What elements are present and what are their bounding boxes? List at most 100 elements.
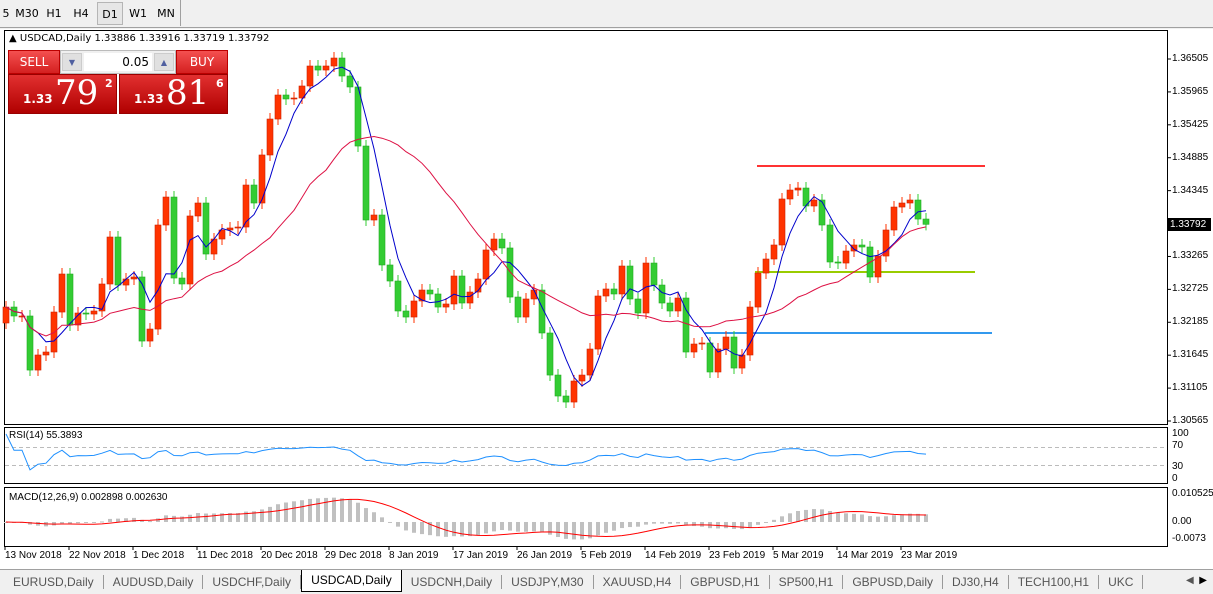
lot-size-stepper[interactable]: ▼ ▲ — [60, 50, 176, 74]
bull-candle — [882, 229, 890, 257]
macd-histogram-bar — [892, 515, 896, 522]
macd-histogram-bar — [732, 522, 736, 529]
chart-tab[interactable]: UKC — [1099, 575, 1144, 589]
bear-candle — [610, 288, 618, 295]
macd-histogram-bar — [452, 522, 456, 537]
macd-histogram-bar — [316, 498, 320, 522]
chart-tab[interactable]: EURUSD,Daily — [4, 575, 104, 589]
macd-histogram-bar — [620, 522, 624, 529]
chart-tab[interactable]: GBPUSD,H1 — [681, 575, 770, 589]
bull-candle — [18, 315, 26, 318]
macd-histogram-bar — [668, 522, 672, 524]
macd-histogram-bar — [220, 513, 224, 522]
bear-candle — [378, 214, 386, 266]
bull-candle — [122, 278, 130, 286]
bear-candle — [170, 196, 178, 279]
bull-candle — [602, 288, 610, 297]
chart-tab[interactable]: AUDUSD,Daily — [104, 575, 204, 589]
timeframe-mn[interactable]: MN — [157, 7, 175, 20]
macd-histogram-bar — [428, 522, 432, 536]
bull-candle — [90, 310, 98, 315]
bear-candle — [650, 262, 658, 286]
bull-candle — [522, 298, 530, 318]
macd-histogram-bar — [908, 513, 912, 522]
chart-title: ▲ USDCAD,Daily 1.33886 1.33916 1.33719 1… — [9, 33, 269, 45]
macd-histogram-bar — [796, 511, 800, 522]
ask-price-box[interactable]: 1.33 81 6 — [119, 73, 228, 114]
macd-histogram-bar — [500, 522, 504, 531]
date-tick-label: 8 Jan 2019 — [389, 550, 439, 561]
sell-button[interactable]: SELL — [8, 50, 60, 74]
macd-histogram-bar — [372, 512, 376, 522]
bear-candle — [202, 202, 210, 255]
timeframe-m30[interactable]: M30 — [15, 7, 39, 20]
bear-candle — [914, 199, 922, 220]
price-tick-label: 1.32185 — [1172, 316, 1209, 327]
bear-candle — [314, 65, 322, 71]
bull-candle — [698, 342, 706, 345]
bull-candle — [442, 303, 450, 308]
chart-tab[interactable]: USDCNH,Daily — [402, 575, 503, 589]
price-tick-label: 1.33265 — [1172, 250, 1209, 261]
bear-candle — [26, 315, 34, 371]
macd-histogram-bar — [204, 513, 208, 522]
macd-label: MACD(12,26,9) 0.002898 0.002630 — [9, 492, 168, 503]
buy-button[interactable]: BUY — [176, 50, 228, 74]
lot-size-input[interactable] — [84, 53, 152, 71]
bid-price-box[interactable]: 1.33 79 2 — [8, 73, 117, 114]
collapse-triangle-icon[interactable]: ▲ — [9, 33, 17, 44]
timeframe-d1[interactable]: D1 — [97, 2, 123, 25]
bull-candle — [98, 283, 106, 312]
bull-candle — [754, 272, 762, 308]
bull-candle — [42, 351, 50, 356]
date-tick-label: 23 Mar 2019 — [901, 550, 958, 561]
macd-histogram-bar — [356, 502, 360, 522]
chart-tab[interactable]: TECH100,H1 — [1009, 575, 1100, 589]
bull-candle — [642, 262, 650, 314]
timeframe-h1[interactable]: H1 — [46, 7, 62, 20]
macd-histogram-bar — [100, 521, 104, 523]
macd-histogram-bar — [484, 522, 488, 534]
decrease-arrow-icon[interactable]: ▼ — [62, 53, 82, 71]
macd-histogram-bar — [68, 522, 72, 524]
increase-arrow-icon[interactable]: ▲ — [154, 53, 174, 71]
bull-candle — [762, 258, 770, 274]
bid-pip: 2 — [105, 77, 113, 90]
scroll-right-icon[interactable]: ▶ — [1199, 575, 1207, 586]
chart-tab[interactable]: SP500,H1 — [770, 575, 844, 589]
timeframe-m15[interactable]: 5 — [2, 7, 10, 20]
bull-candle — [146, 328, 154, 342]
macd-histogram-bar — [324, 497, 328, 522]
chart-tab[interactable]: USDCHF,Daily — [203, 575, 302, 589]
macd-histogram-bar — [148, 521, 152, 523]
rsi-tick-label: 70 — [1172, 440, 1184, 451]
macd-histogram-bar — [660, 522, 664, 524]
bull-candle — [242, 184, 250, 228]
timeframe-h4[interactable]: H4 — [73, 7, 89, 20]
macd-histogram-bar — [188, 514, 192, 522]
macd-histogram-bar — [764, 522, 768, 523]
macd-histogram-bar — [140, 519, 144, 522]
bull-candle — [570, 380, 578, 403]
chart-tab[interactable]: DJ30,H4 — [943, 575, 1009, 589]
bull-candle — [738, 354, 746, 369]
date-tick-label: 1 Dec 2018 — [133, 550, 185, 561]
chart-tabs: EURUSD,Daily AUDUSD,Daily USDCHF,Daily USDC… — [0, 569, 1213, 593]
bull-candle — [714, 348, 722, 373]
bull-candle — [690, 343, 698, 353]
chart-tab[interactable]: GBPUSD,Daily — [843, 575, 944, 589]
bull-candle — [418, 289, 426, 302]
chart-tab[interactable]: XAUUSD,H4 — [594, 575, 682, 589]
bull-candle — [618, 265, 626, 295]
macd-histogram-bar — [292, 501, 296, 522]
chart-tab[interactable]: USDJPY,M30 — [502, 575, 594, 589]
timeframe-w1[interactable]: W1 — [129, 7, 147, 20]
chart-tab[interactable]: USDCAD,Daily — [301, 570, 402, 592]
bear-candle — [66, 273, 74, 326]
macd-histogram-bar — [804, 509, 808, 522]
date-tick-label: 13 Nov 2018 — [5, 550, 62, 561]
scroll-left-icon[interactable]: ◀ — [1186, 575, 1194, 586]
rsi-tick-label: 0 — [1172, 473, 1178, 484]
ask-prefix: 1.33 — [134, 92, 164, 106]
